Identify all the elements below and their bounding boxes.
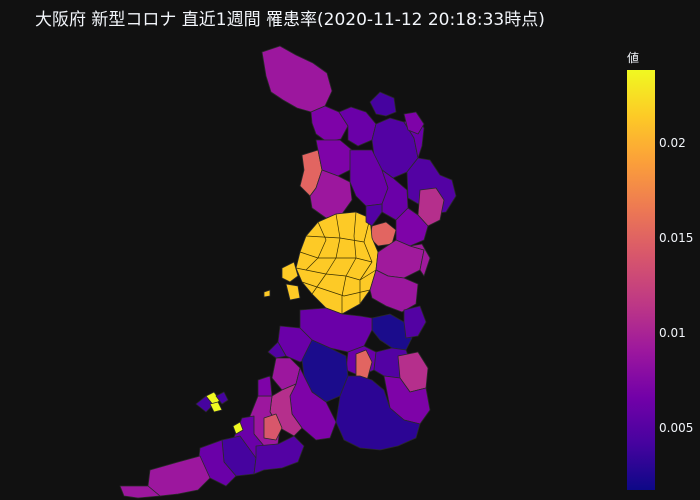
region-izumi[interactable] [335,375,421,451]
region-airport-island-d[interactable] [215,391,229,405]
colorbar-title: 値 [627,51,640,65]
region-osaka-bay-island-3[interactable] [263,289,271,298]
region-osaka-bay-island-1[interactable] [281,261,299,283]
colorbar-tick-label: 0.02 [659,136,686,150]
chart-title: 大阪府 新型コロナ 直近1週間 罹患率(2020-11-12 20:18:33時… [35,10,545,30]
colorbar-tick-label: 0.005 [659,421,694,435]
region-hirakata-small[interactable] [365,203,383,227]
region-kashiwara[interactable] [403,305,427,339]
region-kishiwada-pink[interactable] [263,413,283,441]
region-shijonawate[interactable] [409,243,431,277]
region-hannan[interactable] [147,455,211,497]
colorbar-tick-label: 0.015 [659,231,694,245]
region-kumatori[interactable] [253,435,305,475]
region-coast-strip-2[interactable] [257,375,273,397]
region-misaki[interactable] [119,485,161,499]
region-shimamoto-top[interactable] [403,111,425,135]
region-nose[interactable] [261,45,333,113]
region-osaka-city[interactable] [295,211,379,315]
region-toyono[interactable] [310,105,349,143]
colorbar-tick-label: 0.01 [659,326,686,340]
region-osaka-bay-island-2[interactable] [285,283,301,301]
osaka-city-ward-lines [295,211,377,314]
region-coast-strip[interactable] [267,341,287,359]
region-airport-yellow[interactable] [232,421,244,435]
region-toyonaka[interactable] [315,139,353,177]
region-hirakata[interactable] [395,207,429,247]
region-sakai-south[interactable] [301,339,349,403]
region-airport-island-c[interactable] [209,401,223,413]
colorbar [627,70,655,490]
region-higashiosaka[interactable] [369,269,419,313]
region-takatsuki-top[interactable] [369,91,397,117]
